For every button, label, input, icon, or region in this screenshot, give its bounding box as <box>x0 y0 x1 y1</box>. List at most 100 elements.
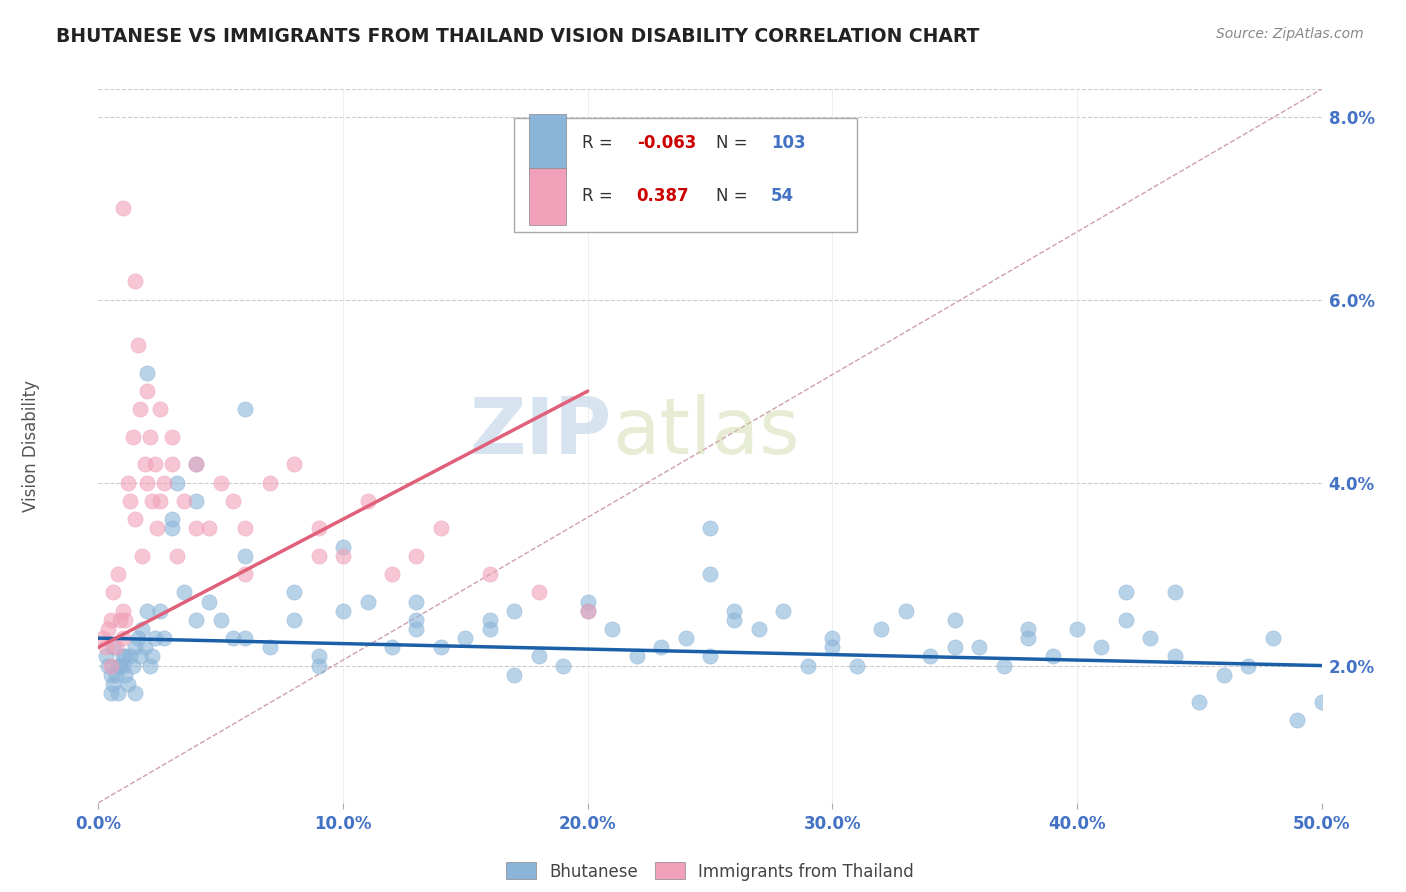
Point <box>209 613 232 627</box>
Point <box>1310 695 1333 709</box>
Point <box>104 640 127 655</box>
Bar <box>529 168 565 225</box>
Point <box>173 494 195 508</box>
Point <box>117 677 139 691</box>
Point <box>233 631 256 645</box>
Point <box>1066 622 1088 636</box>
Point <box>527 585 550 599</box>
Point <box>114 613 136 627</box>
Point <box>356 494 378 508</box>
Point <box>381 640 404 655</box>
Point <box>209 475 232 490</box>
Point <box>356 594 378 608</box>
Point <box>723 613 745 627</box>
Text: -0.063: -0.063 <box>637 134 696 152</box>
Point <box>1212 667 1234 681</box>
Point <box>186 494 208 508</box>
Point <box>166 475 188 490</box>
Point <box>308 658 330 673</box>
Point <box>111 201 134 215</box>
Point <box>821 631 844 645</box>
Point <box>146 521 169 535</box>
Point <box>943 613 966 627</box>
Point <box>111 658 134 673</box>
Point <box>136 475 159 490</box>
Point <box>332 604 354 618</box>
Point <box>503 667 526 681</box>
Point <box>121 430 143 444</box>
Point <box>405 622 427 636</box>
Point <box>120 494 142 508</box>
Point <box>1017 631 1039 645</box>
Point <box>131 622 153 636</box>
Point <box>576 604 599 618</box>
Point <box>478 622 501 636</box>
Point <box>143 458 166 472</box>
Point <box>197 594 219 608</box>
Point <box>94 640 117 655</box>
Point <box>100 686 122 700</box>
Point <box>1261 631 1284 645</box>
Point <box>233 567 256 582</box>
Point <box>430 521 453 535</box>
Point <box>153 631 176 645</box>
Point <box>124 274 146 288</box>
Point <box>1042 649 1064 664</box>
Point <box>129 649 152 664</box>
Point <box>308 649 330 664</box>
Point <box>259 475 281 490</box>
Text: atlas: atlas <box>612 393 800 470</box>
Point <box>160 521 183 535</box>
Point <box>1115 613 1137 627</box>
Point <box>97 658 120 673</box>
Point <box>197 521 219 535</box>
Point <box>527 649 550 664</box>
Point <box>699 567 721 582</box>
Point <box>107 567 129 582</box>
Point <box>149 604 172 618</box>
Text: BHUTANESE VS IMMIGRANTS FROM THAILAND VISION DISABILITY CORRELATION CHART: BHUTANESE VS IMMIGRANTS FROM THAILAND VI… <box>56 27 980 45</box>
Point <box>430 640 453 655</box>
Point <box>943 640 966 655</box>
Point <box>114 667 136 681</box>
Text: N =: N = <box>716 134 754 152</box>
Point <box>124 512 146 526</box>
Point <box>136 604 159 618</box>
Point <box>283 585 305 599</box>
Point <box>149 494 172 508</box>
Point <box>993 658 1015 673</box>
Point <box>186 521 208 535</box>
Point <box>748 622 770 636</box>
Point <box>553 658 575 673</box>
Point <box>870 622 893 636</box>
Point <box>283 613 305 627</box>
Point <box>1017 622 1039 636</box>
Point <box>186 458 208 472</box>
Point <box>127 338 149 352</box>
Point <box>136 366 159 380</box>
Point <box>124 686 146 700</box>
Point <box>120 649 142 664</box>
Point <box>233 521 256 535</box>
Point <box>845 658 868 673</box>
Point <box>1286 714 1309 728</box>
Point <box>111 631 134 645</box>
Point <box>478 613 501 627</box>
Point <box>600 622 623 636</box>
Point <box>111 604 134 618</box>
Point <box>233 549 256 563</box>
Point <box>503 604 526 618</box>
Point <box>920 649 942 664</box>
Text: Source: ZipAtlas.com: Source: ZipAtlas.com <box>1216 27 1364 41</box>
Point <box>1115 585 1137 599</box>
Bar <box>529 114 565 171</box>
Point <box>141 649 163 664</box>
Point <box>650 640 672 655</box>
Point <box>405 613 427 627</box>
Point <box>149 402 172 417</box>
Point <box>136 384 159 398</box>
Point <box>308 521 330 535</box>
Point <box>821 640 844 655</box>
Text: N =: N = <box>716 187 754 205</box>
Point <box>381 567 404 582</box>
